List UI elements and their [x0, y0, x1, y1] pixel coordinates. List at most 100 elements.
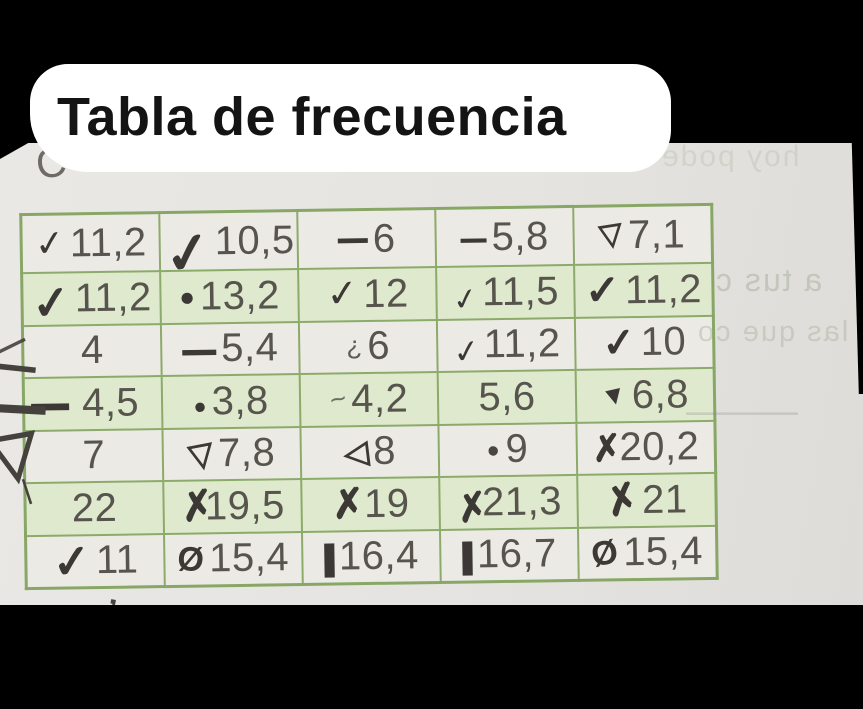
cell-value: 21,3	[481, 478, 563, 525]
x-mark-icon: ✗	[600, 474, 645, 527]
bottom-black-bar	[0, 605, 863, 709]
cell-value: 11,5	[481, 268, 560, 315]
cell-value: 11,2	[69, 219, 148, 265]
cell-value: 5,6	[478, 374, 536, 420]
table-cell: Ø 15,4	[163, 531, 303, 587]
triangle-left-icon: ◁	[341, 432, 371, 472]
cell-value: 16,4	[338, 533, 420, 579]
check-icon: ✓	[159, 218, 217, 288]
table-cell: ✓ 11,2	[20, 212, 161, 274]
cell-value: 6	[366, 323, 391, 369]
table-cell: 22	[24, 481, 164, 536]
table-cell: ✗ 21,3	[439, 474, 578, 533]
bar-icon: |	[455, 534, 479, 576]
cell-value: 15,4	[622, 529, 704, 575]
cell-value: 4,2	[350, 376, 409, 422]
x-mark-icon: ✗	[177, 482, 218, 532]
cell-value: 4	[80, 328, 104, 373]
table-cell: ✓ 10,5	[159, 210, 299, 288]
black-edge-wedge	[851, 142, 863, 394]
cell-value: 3,8	[211, 378, 270, 424]
triangle-open-icon: ▽	[597, 216, 626, 253]
table-cell: —5,8	[435, 206, 575, 267]
table-cell: 5,6	[437, 369, 577, 425]
check-icon: ✓	[50, 533, 94, 589]
check-icon: ✓	[450, 331, 483, 372]
frequency-table-body: ✓ 11,2 ✓ 10,5—6—5,8 ▽ 7,1 ✓ 11,2 ● 13,2 ✓ 12 ✓ 11,5 ✓ 1…	[20, 204, 718, 589]
cell-value: 12	[362, 271, 409, 316]
bar-icon: |	[317, 536, 341, 578]
dash-icon: —	[460, 213, 487, 262]
cell-value: 5,8	[491, 213, 549, 259]
check-icon: ✓	[600, 319, 638, 367]
ghost-text-mid: a tus c	[714, 262, 823, 298]
blob-icon: ●	[193, 393, 207, 419]
pencil-line-icon: —	[686, 387, 798, 432]
triangle-open-icon: ▽	[185, 434, 217, 475]
cell-value: 5,4	[220, 325, 279, 371]
triangle-filled-icon: ▼	[598, 378, 630, 414]
check-icon: ✓	[32, 221, 68, 266]
cell-value: 21	[641, 477, 688, 522]
cell-value: 11,2	[74, 274, 153, 321]
table-row: ✓ 11,2 ✓ 10,5—6—5,8 ▽ 7,1	[20, 204, 713, 288]
zero-slash-icon: Ø	[176, 539, 206, 580]
cell-value: 4,5	[81, 380, 140, 426]
table-cell: ● 3,8	[161, 374, 301, 429]
table-cell: ✓ 11,5	[436, 264, 575, 320]
cell-value: 7	[82, 433, 106, 478]
table-cell: ¿ 6	[298, 319, 438, 375]
table-cell: ✗ 19,5	[163, 479, 302, 534]
table-cell: ✓ 11,2	[574, 262, 714, 318]
cell-value: 11,2	[624, 266, 703, 312]
table-cell: —6	[297, 208, 437, 270]
cell-value: 8	[372, 428, 397, 474]
ghost-text-low: las que co	[696, 316, 849, 348]
cell-value: 6	[372, 216, 396, 261]
title-card: Tabla de frecuencia	[30, 64, 671, 172]
table-cell: ~4,2	[299, 371, 439, 427]
page-title: Tabla de frecuencia	[57, 87, 567, 147]
squiggle-icon: ~	[325, 382, 350, 417]
table-cell: ✓ 11,2	[436, 317, 576, 372]
x-mark-icon: ✗	[590, 425, 625, 470]
table-cell: ✓ 11	[25, 533, 165, 589]
cell-value: 11,2	[483, 321, 561, 367]
cell-value: 19	[363, 481, 410, 526]
table-cell: | 16,4	[301, 529, 441, 585]
table-cell: ◁ 8	[300, 424, 440, 480]
check-icon: ✓	[450, 281, 482, 319]
table-row: ✓ 11 Ø 15,4 | 16,4 | 16,7 Ø 15,4	[25, 525, 718, 589]
table-cell: ● 9	[438, 422, 578, 477]
cell-value: 7,1	[627, 211, 686, 257]
table-cell: ✗ 21	[577, 472, 717, 528]
dot-icon: ●	[178, 281, 196, 313]
table-cell: ✓ 12	[298, 266, 437, 322]
table-cell: Ø 15,4	[577, 525, 718, 581]
table-cell: ✓ 11,2	[21, 271, 161, 331]
frequency-table: ✓ 11,2 ✓ 10,5—6—5,8 ▽ 7,1 ✓ 11,2 ● 13,2 ✓ 12 ✓ 11,5 ✓ 1…	[19, 202, 719, 591]
dash-icon: —	[337, 211, 369, 266]
cell-value: 9	[505, 426, 529, 472]
table-cell: ✓ 10	[574, 315, 715, 370]
table-cell: ▽ 7,1	[573, 204, 713, 265]
table-cell: —5,4	[160, 318, 300, 380]
cell-value: 22	[71, 485, 118, 531]
zero-slash-icon: Ø	[588, 532, 621, 575]
x-mark-icon: ✗	[452, 485, 492, 533]
table-cell: ▽ 7,8	[162, 426, 302, 482]
cell-value: 10,5	[214, 217, 295, 263]
table-cell: ✗ 19	[301, 476, 440, 532]
check-icon: ✓	[584, 266, 621, 315]
cell-value: 7,8	[217, 430, 276, 476]
curl-icon: ¿	[346, 329, 363, 361]
dash-icon: —	[181, 318, 217, 380]
cell-value: 16,7	[476, 531, 558, 577]
blob-icon: ●	[483, 435, 505, 464]
table-cell: | 16,7	[439, 527, 579, 583]
cell-value: 15,4	[208, 535, 290, 581]
cell-value: 10	[640, 319, 687, 365]
ghost-text-top: hoy pode	[660, 140, 800, 173]
check-icon: ✓	[324, 272, 360, 317]
